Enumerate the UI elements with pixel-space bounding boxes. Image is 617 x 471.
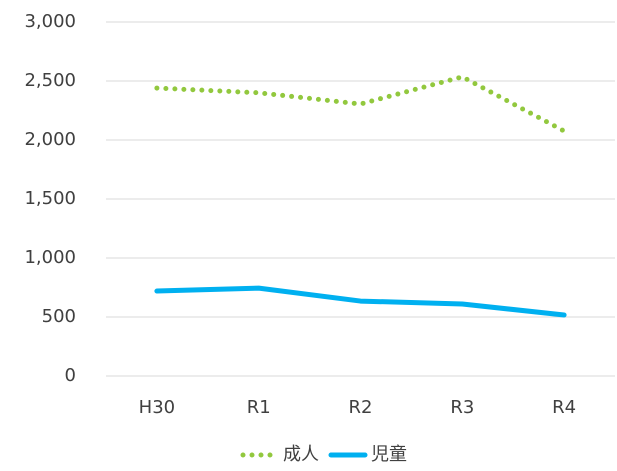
x-tick-label: R4	[552, 397, 576, 418]
y-tick-label: 1,500	[24, 188, 76, 209]
y-tick-label: 1,000	[24, 247, 76, 268]
x-tick-label: R2	[349, 397, 373, 418]
y-tick-label: 3,000	[24, 11, 76, 32]
y-tick-label: 500	[42, 306, 76, 327]
legend-label: 成人	[283, 444, 319, 465]
y-tick-label: 2,500	[24, 70, 76, 91]
x-tick-label: R1	[247, 397, 271, 418]
x-tick-label: H30	[139, 397, 175, 418]
x-tick-label: R3	[450, 397, 474, 418]
y-tick-label: 0	[65, 365, 76, 386]
series-line	[154, 285, 567, 318]
series-line	[154, 74, 567, 134]
legend-label: 児童	[371, 444, 407, 465]
y-tick-label: 2,000	[24, 129, 76, 150]
